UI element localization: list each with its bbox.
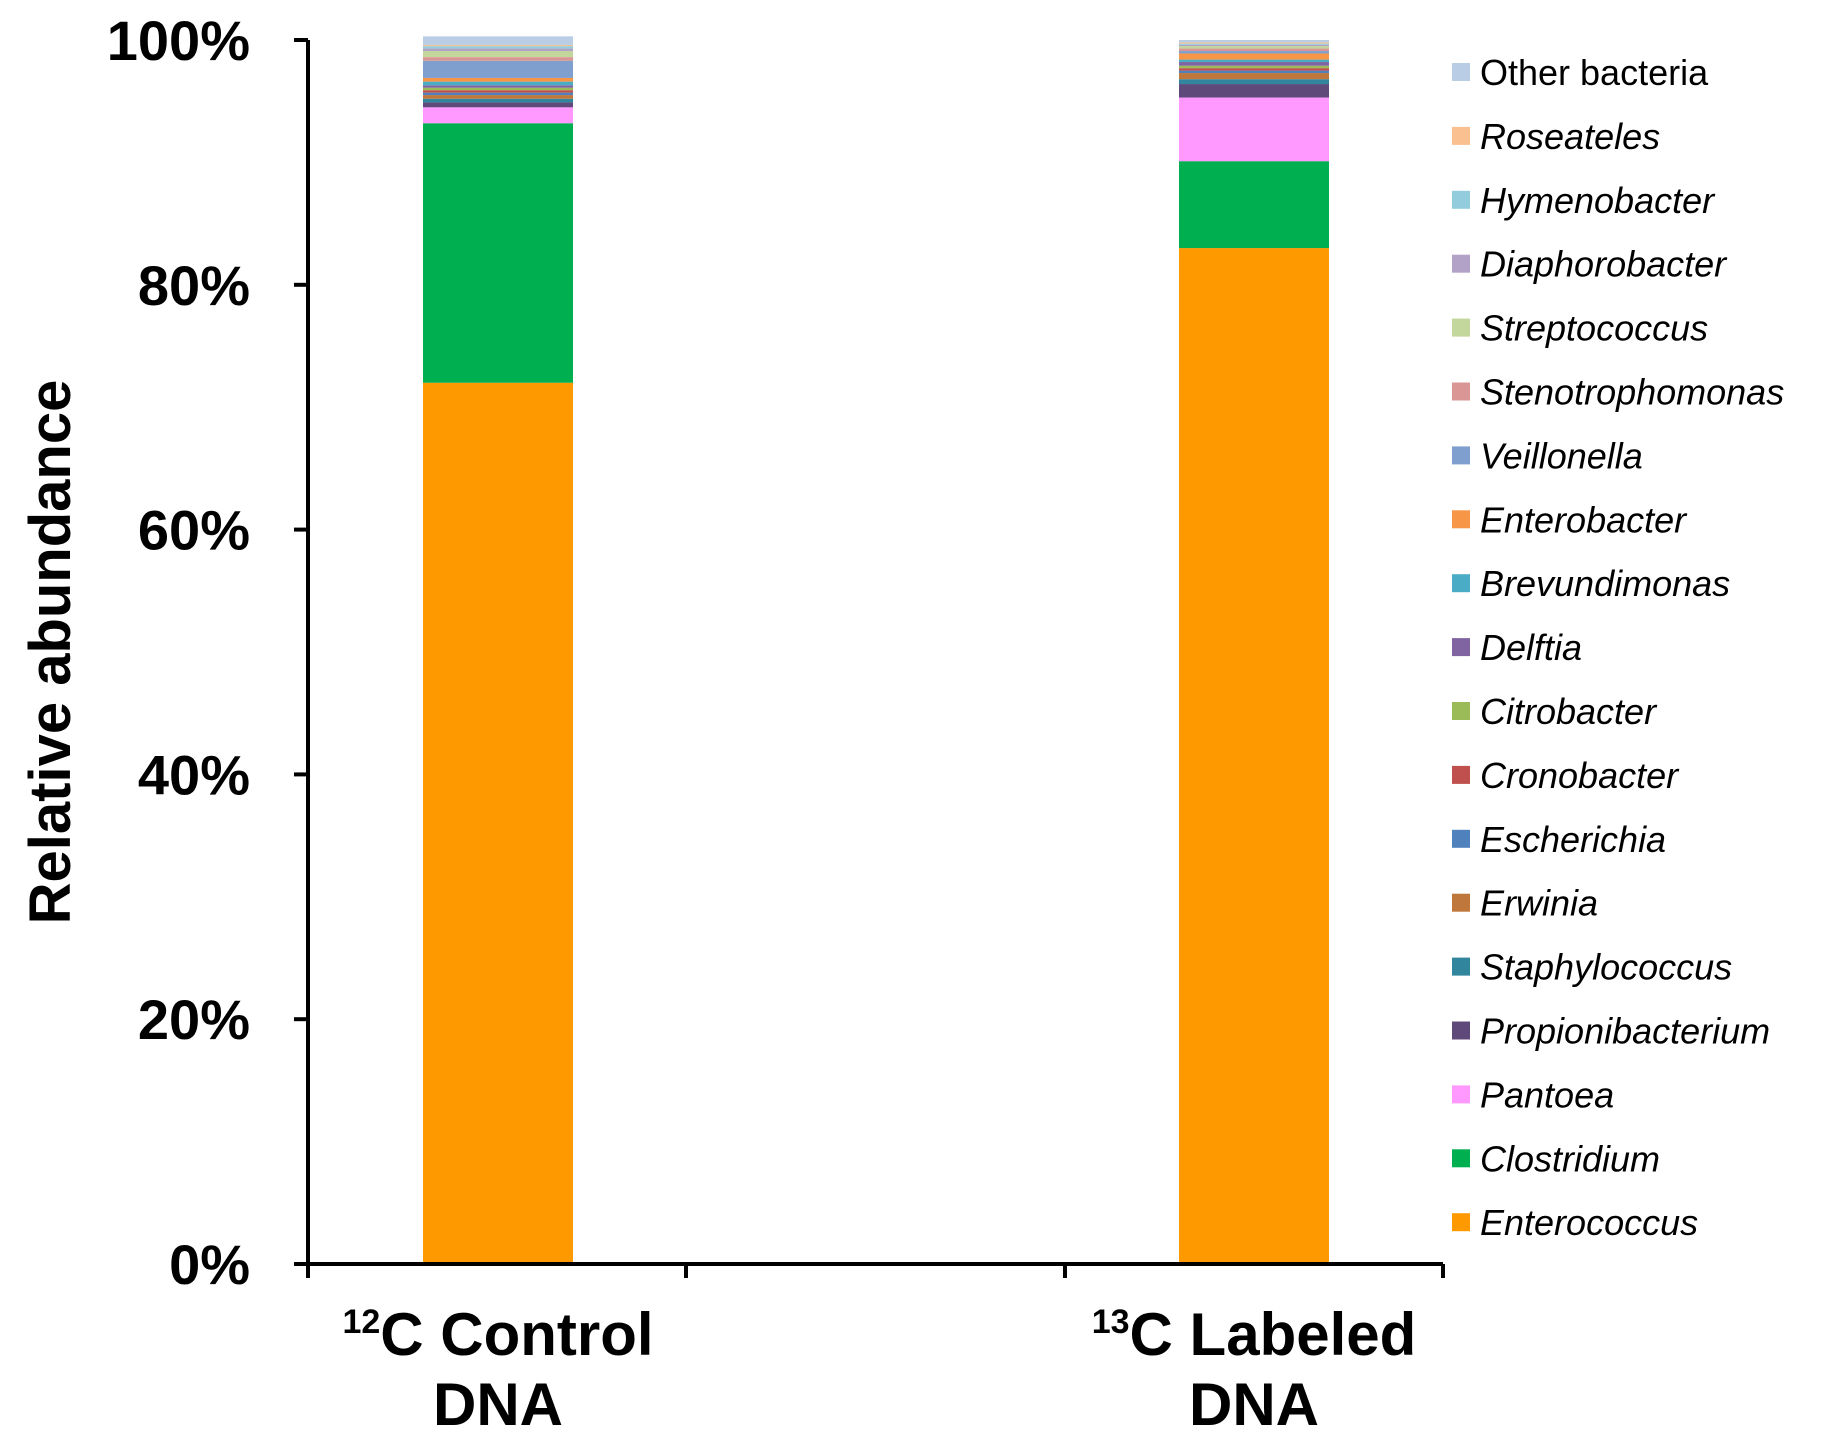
legend-label: Pantoea xyxy=(1480,1074,1614,1115)
legend-swatch xyxy=(1452,254,1470,273)
bar-segment-other-bacteria-1 xyxy=(423,36,573,45)
bar-segment-propionibacterium-1 xyxy=(423,102,573,108)
bar-segment-clostridium-1 xyxy=(423,123,573,383)
legend-label: Erwinia xyxy=(1480,883,1598,924)
bar-segment-stenotrophomonas-2 xyxy=(1179,48,1329,52)
legend-label: Veillonella xyxy=(1480,435,1643,476)
bar-segment-delftia-1 xyxy=(423,85,573,88)
x-category-label-2: 13C Labeled xyxy=(1092,1301,1417,1368)
x-ticks xyxy=(306,1264,1445,1278)
legend-label: Diaphorobacter xyxy=(1480,244,1728,285)
bar-segment-clostridium-2 xyxy=(1179,161,1329,249)
bar-segment-diaphorobacter-2 xyxy=(1179,44,1329,47)
y-tick-label: 20% xyxy=(138,988,250,1051)
legend-swatch xyxy=(1452,893,1470,912)
bar-segment-erwinia-2 xyxy=(1179,73,1329,80)
legend-swatch xyxy=(1452,765,1470,784)
bar-segment-enterobacter-1 xyxy=(423,77,573,82)
legend-label: Escherichia xyxy=(1480,819,1666,860)
legend-label: Other bacteria xyxy=(1480,52,1709,93)
legend-label: Clostridium xyxy=(1480,1138,1660,1179)
bar-segment-diaphorobacter-1 xyxy=(423,48,573,52)
bar-segment-stenotrophomonas-1 xyxy=(423,57,573,61)
legend-label: Propionibacterium xyxy=(1480,1011,1770,1052)
y-tick-label: 60% xyxy=(138,499,250,562)
legend-swatch xyxy=(1452,1213,1470,1232)
bar-segment-erwinia-1 xyxy=(423,95,573,99)
bar-segment-brevundimonas-1 xyxy=(423,81,573,86)
bar-segment-staphylococcus-1 xyxy=(423,98,573,103)
bar-segment-propionibacterium-2 xyxy=(1179,84,1329,98)
bar-segment-roseateles-2 xyxy=(1179,42,1329,44)
bar-segment-enterococcus-2 xyxy=(1179,248,1329,1264)
bar-segment-veillonella-1 xyxy=(423,60,573,78)
legend-swatch xyxy=(1452,510,1470,529)
legend-swatch xyxy=(1452,63,1470,81)
legend-label: Staphylococcus xyxy=(1480,947,1732,988)
legend-swatch xyxy=(1452,318,1470,337)
x-category-label-1: 12C Control xyxy=(342,1301,653,1368)
legend-label: Brevundimonas xyxy=(1480,563,1730,604)
legend-swatch xyxy=(1452,1085,1470,1104)
y-tick-label: 80% xyxy=(138,254,250,317)
legend-label: Stenotrophomonas xyxy=(1480,372,1784,413)
y-axis-label: Relative abundance xyxy=(18,380,83,925)
legend-swatch xyxy=(1452,190,1470,209)
bar-segment-hymenobacter-1 xyxy=(423,46,573,49)
bar-segment-citrobacter-1 xyxy=(423,87,573,91)
bar-segment-escherichia-2 xyxy=(1179,70,1329,74)
legend-swatch xyxy=(1452,957,1470,976)
legend-label: Enterococcus xyxy=(1480,1202,1698,1243)
legend-label: Citrobacter xyxy=(1480,691,1658,732)
legend-label: Cronobacter xyxy=(1480,755,1680,796)
bar-segment-enterobacter-2 xyxy=(1179,53,1329,60)
bar-segment-citrobacter-2 xyxy=(1179,65,1329,69)
legend-swatch xyxy=(1452,1149,1470,1168)
bar-segment-delftia-2 xyxy=(1179,62,1329,66)
legend-swatch xyxy=(1452,829,1470,848)
y-ticks: 0% 20% 40% 60% 80% 100% xyxy=(107,9,308,1296)
legend-swatch xyxy=(1452,574,1470,593)
y-tick-label: 100% xyxy=(107,9,250,72)
bar-segment-pantoea-2 xyxy=(1179,97,1329,162)
legend-swatch xyxy=(1452,446,1470,465)
legend-swatch xyxy=(1452,126,1470,145)
bar-segment-enterococcus-1 xyxy=(423,382,573,1265)
bar-segment-cronobacter-2 xyxy=(1179,68,1329,71)
bar-segment-streptococcus-2 xyxy=(1179,46,1329,49)
legend-label: Streptococcus xyxy=(1480,308,1708,349)
bar-segment-hymenobacter-2 xyxy=(1179,43,1329,45)
legend-label: Enterobacter xyxy=(1480,499,1688,540)
x-category-label-line2-2: DNA xyxy=(1189,1371,1319,1438)
legend-swatch xyxy=(1452,1021,1470,1040)
legend-swatch xyxy=(1452,638,1470,657)
bar-segment-pantoea-1 xyxy=(423,107,573,124)
x-category-label-line2-1: DNA xyxy=(433,1371,563,1438)
y-tick-label: 40% xyxy=(138,743,250,806)
legend: Other bacteria Roseateles Hymenobacter Diap… xyxy=(1452,52,1784,1243)
bar-segment-other-bacteria-2 xyxy=(1179,40,1329,43)
axes-layer xyxy=(306,40,1443,1266)
bar-segment-streptococcus-1 xyxy=(423,51,573,58)
bar-segment-staphylococcus-2 xyxy=(1179,79,1329,85)
legend-swatch xyxy=(1452,702,1470,720)
bar-segment-veillonella-2 xyxy=(1179,51,1329,54)
bars-layer xyxy=(423,36,1329,1265)
y-tick-label: 0% xyxy=(169,1233,250,1296)
bar-segment-escherichia-1 xyxy=(423,92,573,96)
bar-segment-cronobacter-1 xyxy=(423,90,573,93)
legend-swatch xyxy=(1452,382,1470,401)
legend-label: Roseateles xyxy=(1480,116,1660,157)
legend-label: Hymenobacter xyxy=(1480,180,1716,221)
legend-label: Delftia xyxy=(1480,627,1582,668)
bar-segment-brevundimonas-2 xyxy=(1179,59,1329,63)
bar-segment-roseateles-1 xyxy=(423,44,573,47)
